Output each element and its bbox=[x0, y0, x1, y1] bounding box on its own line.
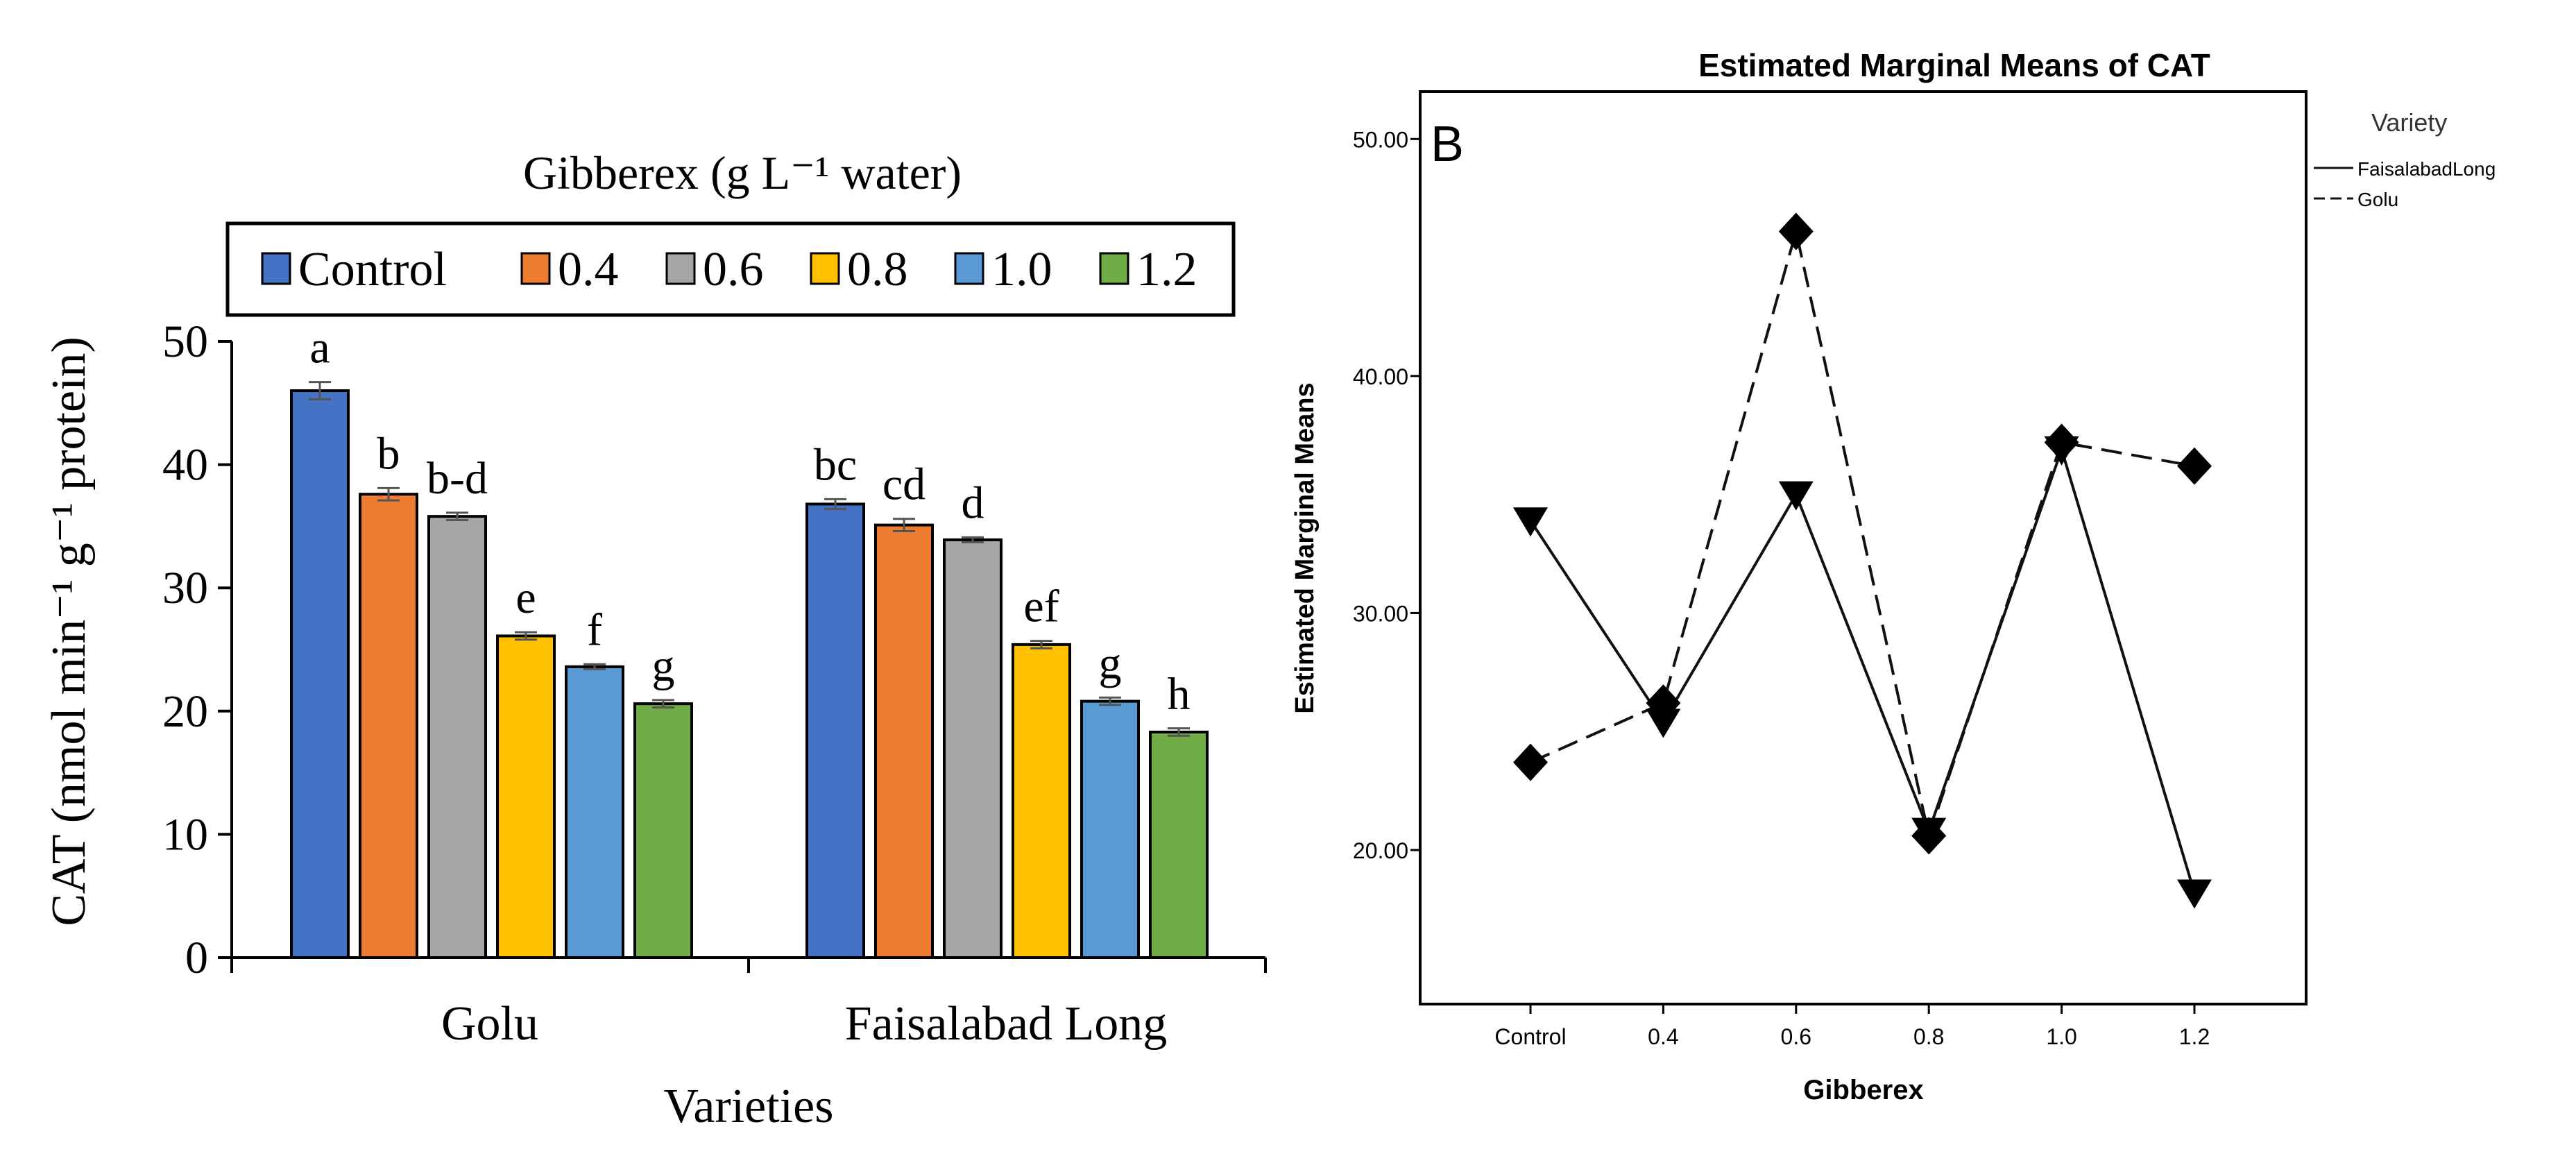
line-chart-x-axis-label: Gibberex bbox=[1803, 1075, 1923, 1105]
line-chart-legend: FaisalabadLong Golu bbox=[2314, 158, 2496, 210]
bar-faisalabad-long-control bbox=[805, 502, 865, 959]
line-chart-y-tick-label: 30.00 bbox=[1353, 601, 1408, 626]
line-chart-panel: Estimated Marginal Means of CAT B Estima… bbox=[1290, 47, 2496, 1105]
bar-chart-y-tick-label: 40 bbox=[162, 440, 208, 491]
marker-golu bbox=[2044, 423, 2079, 461]
significance-letter: f bbox=[587, 604, 602, 655]
bar-chart-y-tick-label: 0 bbox=[185, 933, 208, 983]
significance-letter: a bbox=[309, 323, 330, 373]
significance-letter: bc bbox=[814, 439, 857, 490]
line-chart-y-ticks: 20.00 30.00 40.00 50.00 bbox=[1353, 127, 1420, 863]
significance-letter: g bbox=[652, 640, 675, 691]
bar-chart-error-bars bbox=[309, 381, 1190, 737]
series-line-faisalabadlong bbox=[1529, 445, 2196, 894]
bar-golu-1.2 bbox=[633, 702, 693, 959]
bar-faisalabad-long-1.0 bbox=[1080, 699, 1140, 959]
legend-label: 0.4 bbox=[558, 243, 619, 296]
legend-label: 0.6 bbox=[703, 243, 764, 296]
line-chart-x-tick-label: 0.8 bbox=[1913, 1024, 1944, 1049]
legend-label: 0.8 bbox=[847, 243, 908, 296]
significance-letter: b-d bbox=[427, 453, 488, 504]
marker-golu bbox=[1646, 684, 1681, 722]
line-chart-series bbox=[1529, 230, 2196, 894]
bar-chart-y-tick-label: 20 bbox=[162, 686, 208, 737]
marker-golu bbox=[1778, 212, 1814, 250]
bar-chart-y-tick-label: 10 bbox=[162, 809, 208, 860]
marker-faisalabadlong bbox=[2177, 879, 2212, 909]
line-chart-x-tick-label: 0.6 bbox=[1781, 1024, 1811, 1049]
line-chart-x-ticks: Control 0.4 0.6 0.8 1.0 1.2 bbox=[1494, 1004, 2210, 1049]
line-chart-y-tick-label: 20.00 bbox=[1353, 838, 1408, 863]
legend-swatch-0.8 bbox=[810, 252, 840, 285]
line-chart-title: Estimated Marginal Means of CAT bbox=[1698, 47, 2210, 83]
legend-swatch-1.0 bbox=[954, 252, 984, 285]
significance-letter: b bbox=[377, 428, 400, 479]
legend-swatch-control bbox=[261, 252, 291, 285]
marker-golu bbox=[1911, 817, 1947, 855]
legend-label: Golu bbox=[2357, 189, 2398, 210]
bar-chart-x-axis-label: Varieties bbox=[664, 1080, 834, 1133]
marker-golu bbox=[1513, 743, 1548, 781]
significance-letter: ef bbox=[1023, 581, 1059, 632]
bar-chart-category-label: Golu bbox=[441, 997, 538, 1051]
significance-letter: cd bbox=[882, 459, 926, 510]
bar-chart-legend-title: Gibberex (g L⁻¹ water) bbox=[523, 146, 962, 199]
panel-label: B bbox=[1431, 117, 1464, 172]
bar-chart-legend-box bbox=[225, 221, 1236, 317]
bar-chart-category-labels: Golu Faisalabad Long bbox=[441, 997, 1167, 1051]
line-chart-y-tick-label: 50.00 bbox=[1353, 127, 1408, 152]
significance-letter: g bbox=[1099, 638, 1122, 688]
significance-letter: d bbox=[962, 477, 984, 528]
bar-chart-y-ticks: 0 10 20 30 40 50 bbox=[162, 316, 232, 983]
line-chart-markers bbox=[1513, 212, 2212, 909]
bar-chart-legend: Control 0.4 0.6 0.8 1.0 1.2 bbox=[261, 243, 1197, 296]
legend-swatch-0.6 bbox=[665, 252, 696, 285]
line-chart-y-tick-label: 40.00 bbox=[1353, 364, 1408, 389]
legend-label: 1.2 bbox=[1136, 243, 1197, 296]
bar-golu-0.6 bbox=[427, 515, 487, 959]
bar-chart-category-label: Faisalabad Long bbox=[845, 997, 1168, 1051]
line-chart-x-tick-label: 1.0 bbox=[2046, 1024, 2076, 1049]
legend-label: 1.0 bbox=[991, 243, 1052, 296]
legend-swatch-1.2 bbox=[1099, 252, 1129, 285]
line-chart-x-tick-label: 1.2 bbox=[2179, 1024, 2210, 1049]
line-chart-plot-frame bbox=[1419, 90, 2308, 1005]
significance-letter: h bbox=[1168, 669, 1191, 720]
bar-faisalabad-long-0.6 bbox=[943, 538, 1003, 959]
line-chart-x-tick-label: Control bbox=[1494, 1024, 1566, 1049]
line-chart-y-axis-label: Estimated Marginal Means bbox=[1290, 382, 1320, 713]
line-chart-legend-title: Variety bbox=[2371, 108, 2447, 137]
line-chart-x-tick-label: 0.4 bbox=[1648, 1024, 1678, 1049]
bar-chart-y-axis-label: CAT (nmol min⁻¹ g⁻¹ protein) bbox=[42, 337, 96, 926]
bar-chart-y-tick-label: 30 bbox=[162, 563, 208, 613]
bar-chart-bars bbox=[290, 389, 1209, 959]
bar-faisalabad-long-0.8 bbox=[1012, 643, 1071, 959]
legend-swatch-0.4 bbox=[520, 252, 551, 285]
bar-chart-panel: Gibberex (g L⁻¹ water) Control 0.4 0.6 0.8 1… bbox=[42, 146, 1267, 1133]
marker-golu bbox=[2177, 447, 2212, 485]
bar-golu-0.4 bbox=[359, 493, 418, 959]
bar-golu-0.8 bbox=[496, 634, 556, 959]
marker-faisalabadlong bbox=[1778, 481, 1814, 511]
bar-chart-y-tick-label: 50 bbox=[162, 316, 208, 367]
series-line-golu bbox=[1530, 230, 2195, 841]
bar-golu-1.0 bbox=[565, 665, 624, 959]
marker-faisalabadlong bbox=[1513, 507, 1548, 537]
legend-label: Control bbox=[298, 243, 447, 296]
legend-label: FaisalabadLong bbox=[2357, 158, 2496, 180]
marker-faisalabadlong bbox=[1646, 708, 1681, 738]
bar-golu-control bbox=[290, 389, 350, 959]
bar-faisalabad-long-1.2 bbox=[1149, 730, 1209, 959]
significance-letter: e bbox=[515, 572, 536, 623]
bar-faisalabad-long-0.4 bbox=[874, 523, 934, 959]
